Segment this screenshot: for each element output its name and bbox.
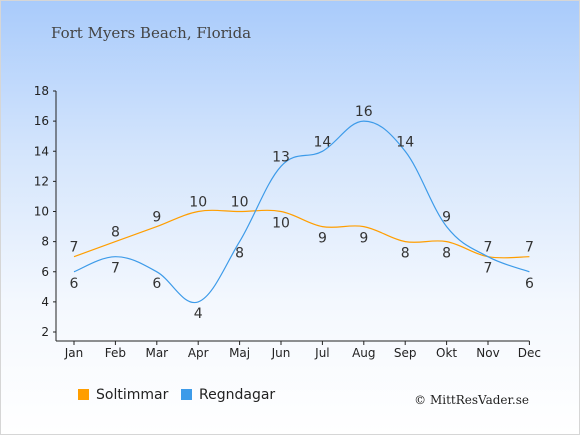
data-label-regndagar: 13	[272, 149, 290, 165]
data-label-regndagar: 16	[355, 104, 373, 120]
legend-swatch-regndagar	[181, 389, 192, 400]
data-label-soltimmar: 8	[442, 246, 451, 262]
data-label-soltimmar: 9	[152, 210, 161, 226]
data-label-soltimmar: 10	[272, 216, 290, 232]
data-label-soltimmar: 8	[111, 225, 120, 241]
chart-title: Fort Myers Beach, Florida	[51, 24, 251, 42]
credit-text: © MittResVader.se	[414, 393, 529, 407]
x-tick-label: Apr	[188, 346, 209, 360]
data-label-regndagar: 6	[525, 276, 534, 292]
data-label-soltimmar: 9	[359, 231, 368, 247]
data-label-regndagar: 9	[442, 210, 451, 226]
x-tick-label: Aug	[352, 346, 375, 360]
data-label-soltimmar: 10	[231, 195, 249, 211]
y-tick-label: 14	[34, 144, 49, 158]
data-label-regndagar: 7	[484, 261, 493, 277]
y-tick-label: 12	[34, 174, 49, 188]
data-label-regndagar: 8	[235, 246, 244, 262]
x-tick-label: Nov	[476, 346, 499, 360]
legend-label-soltimmar: Soltimmar	[96, 387, 169, 403]
x-tick-label: Jun	[271, 346, 291, 360]
x-tick-label: Feb	[105, 346, 126, 360]
x-tick-label: Mar	[145, 346, 168, 360]
data-label-soltimmar: 7	[484, 240, 493, 256]
y-tick-label: 6	[41, 265, 49, 279]
data-label-soltimmar: 7	[525, 240, 534, 256]
data-label-regndagar: 4	[194, 306, 203, 322]
legend-label-regndagar: Regndagar	[199, 387, 275, 403]
data-label-soltimmar: 9	[318, 231, 327, 247]
x-tick-label: Maj	[229, 346, 250, 360]
y-tick-label: 16	[34, 114, 49, 128]
data-label-soltimmar: 8	[401, 246, 410, 262]
x-tick-label: Okt	[436, 346, 457, 360]
y-tick-label: 4	[41, 295, 49, 309]
x-tick-label: Dec	[518, 346, 541, 360]
legend: Soltimmar Regndagar	[78, 387, 275, 403]
series-line-soltimmar	[73, 209, 530, 259]
x-tick-label: Jan	[64, 346, 84, 360]
data-label-regndagar: 14	[313, 134, 331, 150]
data-label-regndagar: 7	[111, 261, 120, 277]
series-line-regndagar	[73, 120, 530, 304]
legend-swatch-soltimmar	[78, 389, 89, 400]
data-label-regndagar: 14	[396, 134, 414, 150]
x-tick-label: Sep	[394, 346, 417, 360]
data-label-regndagar: 6	[152, 276, 161, 292]
data-label-regndagar: 6	[70, 276, 79, 292]
data-label-soltimmar: 7	[70, 240, 79, 256]
y-tick-label: 2	[41, 325, 49, 339]
data-label-soltimmar: 10	[189, 195, 207, 211]
y-tick-label: 18	[34, 84, 49, 98]
y-tick-label: 10	[34, 205, 49, 219]
x-tick-label: Jul	[314, 346, 329, 360]
plot-area: 2 4 6 8 10 12 14 16 18 Jan Feb Mar Apr Maj Jun Jul Aug Se…	[34, 84, 541, 360]
y-tick-label: 8	[41, 235, 49, 249]
